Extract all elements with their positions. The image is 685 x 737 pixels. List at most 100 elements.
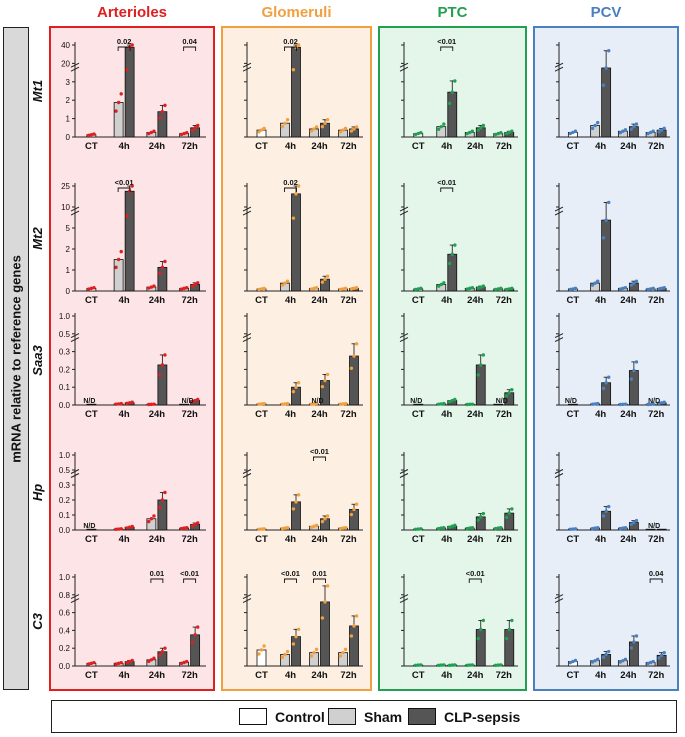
data-point xyxy=(648,287,653,291)
x-tick-label-4h: 4h xyxy=(285,141,296,152)
data-point xyxy=(481,284,486,288)
gene-label-saa3: Saa3 xyxy=(30,345,45,376)
data-point xyxy=(573,658,578,663)
data-point xyxy=(646,402,650,407)
data-point xyxy=(479,126,483,130)
data-point xyxy=(352,354,356,358)
bar-arterioles-mt2-4h-clp-sepsis xyxy=(124,190,135,292)
x-tick-label-4h: 4h xyxy=(119,409,130,420)
data-point xyxy=(621,402,625,407)
data-point xyxy=(309,287,314,291)
data-point xyxy=(196,123,200,128)
data-point xyxy=(651,286,655,291)
data-point xyxy=(149,517,154,521)
data-point xyxy=(130,43,134,47)
data-point xyxy=(127,401,132,405)
data-point xyxy=(92,660,96,665)
x-tick-label-24h: 24h xyxy=(311,295,328,306)
data-point xyxy=(596,401,600,406)
data-point xyxy=(341,526,345,530)
data-point xyxy=(149,402,154,407)
axis-break-mark xyxy=(554,594,564,604)
x-tick-label-24h: 24h xyxy=(467,295,484,306)
y-tick-label: 0 xyxy=(66,133,71,142)
data-point xyxy=(262,401,266,406)
x-tick-label-72h: 72h xyxy=(181,670,198,681)
bar-ptc-saa3-72h-sham xyxy=(493,403,504,406)
x-tick-label-24h: 24h xyxy=(149,295,166,306)
data-point xyxy=(309,525,314,529)
data-point xyxy=(312,127,316,131)
significance-bracket xyxy=(117,187,131,192)
y-tick-label: 1 xyxy=(66,115,71,124)
x-tick-label-ct: CT xyxy=(85,670,98,681)
data-point xyxy=(149,658,154,662)
data-point xyxy=(618,287,622,291)
data-point xyxy=(160,498,165,502)
bar-glomeruli-c3-4h-clp-sepsis xyxy=(291,636,301,667)
data-point xyxy=(510,507,514,511)
x-tick-label-24h: 24h xyxy=(620,534,637,545)
data-point xyxy=(604,66,608,70)
x-tick-label-72h: 72h xyxy=(496,670,513,681)
data-point xyxy=(314,647,319,652)
significance-label: 0.02 xyxy=(117,37,132,46)
data-point xyxy=(259,287,264,291)
data-point xyxy=(152,656,156,660)
not-detected-label: N/D xyxy=(648,523,660,530)
data-point xyxy=(470,525,475,530)
data-point xyxy=(447,261,452,266)
data-point xyxy=(349,634,354,638)
data-point xyxy=(499,663,503,667)
panel-title-arterioles: Arterioles xyxy=(97,4,167,21)
data-point xyxy=(312,286,316,291)
data-point xyxy=(618,526,622,531)
data-point xyxy=(343,286,348,291)
data-point xyxy=(125,214,129,218)
data-point xyxy=(468,286,472,291)
axis-break-mark xyxy=(554,206,564,216)
data-point xyxy=(604,218,608,222)
data-point xyxy=(257,527,261,531)
bar-ptc-saa3-24h-clp-sepsis xyxy=(475,364,486,406)
data-point xyxy=(496,663,500,667)
data-point xyxy=(147,402,151,407)
not-detected-label: N/D xyxy=(410,398,422,405)
data-point xyxy=(651,129,655,133)
data-point xyxy=(442,281,446,285)
x-tick-label-72h: 72h xyxy=(496,409,513,420)
bar-pcv-saa3-ct-control xyxy=(567,403,578,406)
data-point xyxy=(325,514,330,518)
significance-bracket xyxy=(117,46,131,51)
data-point xyxy=(257,287,261,292)
x-tick-label-4h: 4h xyxy=(119,534,130,545)
x-tick-label-ct: CT xyxy=(412,141,425,152)
y-axis-label: mRNA relative to reference genes xyxy=(8,254,24,463)
data-point xyxy=(283,281,287,285)
data-point xyxy=(314,401,319,406)
not-detected-label: N/D xyxy=(83,523,95,530)
data-point xyxy=(294,385,298,389)
axis-break-mark xyxy=(399,62,409,72)
data-point xyxy=(163,646,167,650)
data-point xyxy=(185,130,189,135)
data-point xyxy=(439,526,443,530)
axis-break-mark xyxy=(70,333,80,343)
data-point xyxy=(651,402,655,406)
data-point xyxy=(158,271,162,275)
x-tick-label-72h: 72h xyxy=(181,141,198,152)
significance-label: 0.01 xyxy=(312,569,327,578)
bar-arterioles-saa3-24h-clp-sepsis xyxy=(157,364,168,406)
data-point xyxy=(481,618,486,623)
data-point xyxy=(476,636,480,641)
axis-break-mark xyxy=(70,206,80,216)
axis-break-mark xyxy=(70,469,80,478)
data-point xyxy=(657,401,661,406)
data-point xyxy=(476,286,480,290)
data-point xyxy=(190,399,195,404)
x-tick-label-72h: 72h xyxy=(496,141,513,152)
x-tick-label-24h: 24h xyxy=(620,670,637,681)
data-point xyxy=(493,663,498,668)
x-tick-label-ct: CT xyxy=(567,409,580,420)
